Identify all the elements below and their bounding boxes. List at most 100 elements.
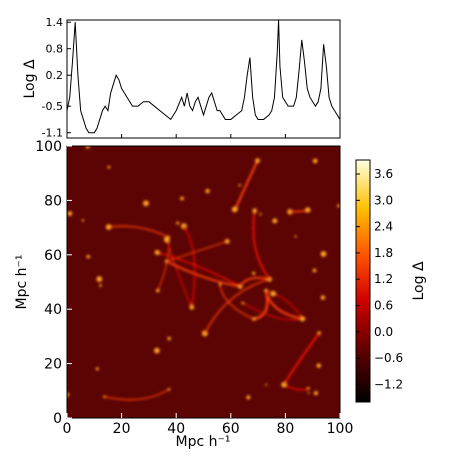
halo — [163, 236, 170, 243]
filament — [183, 225, 196, 308]
colorbar-tick-label: 3.6 — [374, 167, 393, 181]
filament — [265, 290, 304, 320]
halo — [154, 249, 160, 256]
halo — [107, 165, 111, 169]
halo — [67, 211, 73, 216]
halo — [300, 316, 306, 322]
filaments — [67, 146, 340, 401]
halo — [105, 224, 112, 230]
y-tick-label: 20 — [44, 357, 62, 373]
colorbar-tick-label: 1.2 — [374, 272, 393, 286]
halo — [167, 387, 171, 391]
halo — [305, 207, 311, 213]
line — [66, 19, 341, 134]
halo — [232, 206, 238, 212]
x-tick-label: 40 — [167, 421, 185, 437]
halo — [67, 392, 70, 396]
y-tick-label: 60 — [44, 248, 62, 264]
halo — [238, 184, 241, 187]
filament — [108, 225, 169, 238]
colorbar-tick-label: 0.6 — [374, 299, 393, 313]
halo — [316, 363, 322, 368]
halo — [313, 390, 319, 396]
halo — [252, 208, 258, 214]
halo — [246, 395, 251, 400]
x-tick-label: 60 — [222, 421, 240, 437]
halo — [307, 391, 310, 394]
filament — [204, 278, 270, 334]
filament-glow — [67, 146, 340, 401]
halo — [241, 301, 245, 305]
filament — [239, 276, 270, 287]
filament — [166, 240, 228, 262]
halo — [307, 386, 310, 390]
colorbar-label: Log Δ — [411, 261, 427, 300]
colorbar-tick-label: −0.6 — [374, 351, 403, 365]
halo — [320, 250, 327, 257]
filament — [283, 383, 309, 391]
y-tick-label: -1.1 — [42, 127, 63, 140]
map-frame — [66, 145, 341, 419]
filament — [282, 332, 320, 386]
halo — [294, 235, 297, 238]
filament — [157, 251, 241, 288]
x-label: Mpc h⁻¹ — [176, 434, 231, 450]
filament — [219, 284, 255, 320]
halo — [167, 336, 171, 341]
density-map — [67, 146, 340, 418]
halo — [176, 221, 180, 225]
halo — [255, 158, 261, 164]
colorbar-tick-label: 2.4 — [374, 220, 393, 234]
y-tick-label: 0 — [53, 411, 62, 427]
halo — [312, 268, 317, 273]
halo — [189, 304, 195, 310]
halo — [337, 204, 340, 208]
halo — [85, 146, 90, 149]
halo — [281, 381, 287, 388]
filament — [242, 302, 303, 321]
halo — [154, 347, 160, 354]
filament — [253, 290, 269, 321]
halo — [252, 271, 256, 275]
halo — [81, 219, 85, 222]
filament — [166, 239, 193, 308]
halo — [272, 218, 278, 224]
colorbar-tick-label: 0.0 — [374, 325, 393, 339]
y-tick-label: -0.5 — [42, 100, 63, 113]
halo — [180, 196, 184, 201]
halo — [96, 276, 103, 282]
colorbar-tick-label: 1.8 — [374, 246, 393, 260]
y-tick-label: 1.4 — [46, 16, 64, 29]
filament — [234, 160, 259, 210]
halo — [224, 238, 230, 244]
colorbar-tick-label: 3.0 — [374, 193, 393, 207]
halo — [99, 284, 102, 287]
halo — [155, 288, 160, 293]
y-tick-label: 80 — [44, 193, 62, 209]
x-tick-label: 20 — [113, 421, 131, 437]
halo — [270, 290, 276, 297]
y-label: Mpc h⁻¹ — [14, 255, 30, 310]
halo — [95, 367, 99, 371]
halo — [143, 200, 149, 207]
filament — [252, 210, 271, 280]
x-tick-label: 80 — [276, 421, 294, 437]
filament — [104, 388, 170, 401]
x-tick-label: 0 — [63, 421, 72, 437]
filament — [166, 260, 241, 288]
top-y-label: Log Δ — [22, 59, 38, 98]
x-tick-label: 100 — [327, 421, 354, 437]
halo — [320, 295, 326, 300]
y-tick-label: 40 — [44, 302, 62, 318]
halo — [312, 158, 318, 164]
halo — [205, 188, 210, 194]
y-tick-label: 100 — [35, 139, 62, 155]
y-tick-label: 0.8 — [46, 43, 64, 56]
top-frame — [66, 19, 341, 139]
halo — [86, 254, 91, 259]
y-tick-label: 0.2 — [46, 69, 64, 82]
colorbar — [355, 159, 371, 403]
halo — [259, 213, 262, 216]
colorbar-tick-label: −1.2 — [374, 377, 403, 391]
